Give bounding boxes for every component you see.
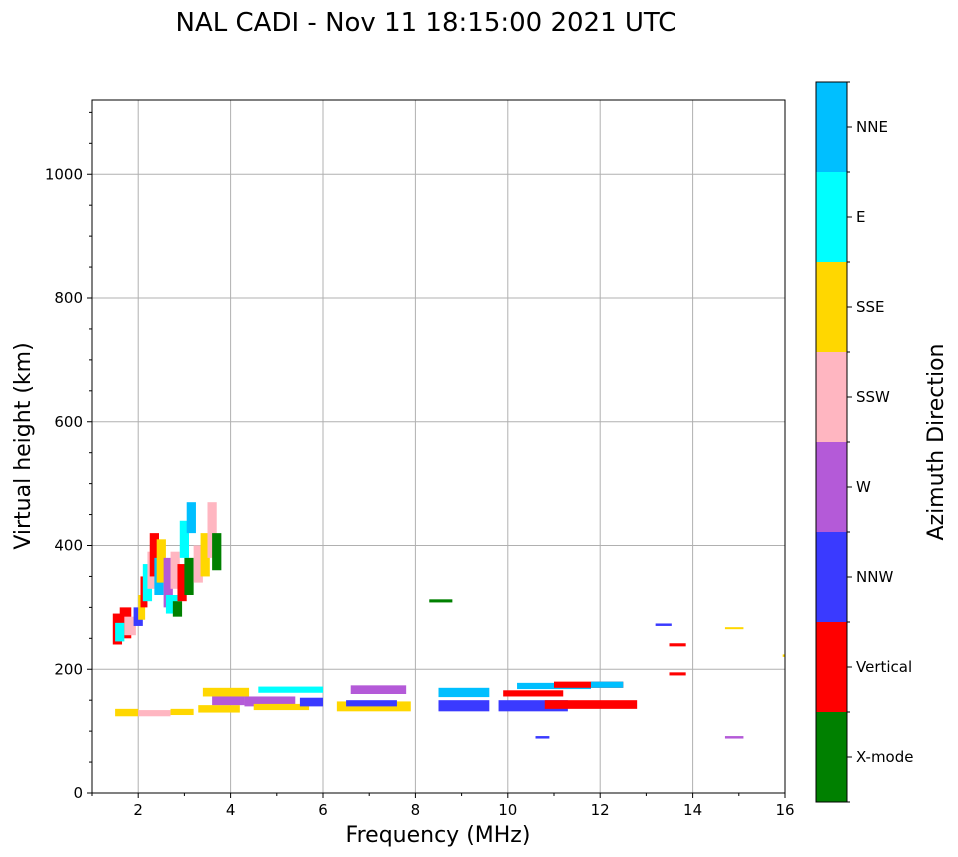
echo-mark bbox=[503, 690, 564, 697]
echo-mark bbox=[200, 533, 210, 577]
y-axis-label: Virtual height (km) bbox=[11, 342, 36, 549]
y-tick-label: 800 bbox=[54, 289, 83, 307]
echo-mark bbox=[258, 686, 323, 693]
y-tick-label: 600 bbox=[54, 413, 83, 431]
x-tick-label: 6 bbox=[318, 801, 328, 819]
echo-mark bbox=[172, 601, 183, 617]
echo-mark bbox=[115, 622, 125, 642]
echo-mark bbox=[429, 599, 453, 603]
echo-mark bbox=[498, 700, 568, 712]
colorbar-swatch bbox=[816, 712, 847, 802]
x-tick-label: 14 bbox=[683, 801, 702, 819]
colorbar-swatch bbox=[816, 622, 847, 712]
echo-mark bbox=[138, 710, 171, 717]
colorbar-tick-label: E bbox=[856, 208, 865, 226]
x-axis-label: Frequency (MHz) bbox=[346, 823, 531, 848]
echo-mark bbox=[156, 539, 166, 583]
colorbar-tick-label: Vertical bbox=[856, 658, 912, 676]
echo-mark bbox=[724, 736, 744, 739]
x-tick-label: 16 bbox=[775, 801, 794, 819]
y-axis: 0 200 400 600 800 1000 bbox=[45, 111, 92, 802]
echo-mark bbox=[724, 627, 744, 630]
x-tick-label: 10 bbox=[498, 801, 517, 819]
colorbar-tick-label: SSE bbox=[856, 298, 885, 316]
echo-mark bbox=[535, 736, 550, 739]
colorbar-swatch bbox=[816, 352, 847, 442]
echo-mark bbox=[554, 681, 624, 688]
echo-mark bbox=[669, 672, 686, 676]
echo-mark bbox=[165, 595, 178, 614]
echo-mark bbox=[184, 557, 194, 595]
y-tick-label: 400 bbox=[54, 537, 83, 555]
colorbar-swatch bbox=[816, 172, 847, 262]
echo-mark bbox=[350, 685, 407, 694]
echo-mark bbox=[212, 696, 245, 706]
echo-mark bbox=[438, 700, 490, 712]
echo-mark bbox=[198, 705, 240, 713]
plot-frame bbox=[91, 99, 786, 794]
echo-mark bbox=[202, 687, 250, 697]
echo-mark bbox=[170, 551, 180, 589]
echo-mark bbox=[299, 697, 323, 707]
echo-mark bbox=[170, 708, 194, 716]
echo-mark bbox=[655, 623, 672, 626]
y-tick-label: 0 bbox=[73, 784, 83, 802]
colorbar-frame bbox=[815, 81, 848, 803]
echo-mark bbox=[193, 545, 203, 583]
colorbar-swatch bbox=[816, 262, 847, 352]
echo-mark bbox=[177, 564, 187, 602]
colorbar-swatch bbox=[816, 532, 847, 622]
echo-mark bbox=[149, 533, 159, 577]
colorbar-tick-label: NNE bbox=[856, 118, 888, 136]
colorbar-swatch bbox=[816, 442, 847, 532]
colorbar-tick-label: SSW bbox=[856, 388, 890, 406]
chart-title: NAL CADI - Nov 11 18:15:00 2021 UTC bbox=[176, 8, 677, 38]
echo-mark bbox=[179, 520, 190, 558]
echo-marks bbox=[112, 502, 785, 739]
echo-mark bbox=[124, 616, 136, 636]
colorbar-tick-label: NNW bbox=[856, 568, 893, 586]
echo-mark bbox=[207, 502, 217, 558]
x-tick-label: 2 bbox=[133, 801, 143, 819]
x-tick-label: 12 bbox=[591, 801, 610, 819]
echo-mark bbox=[186, 502, 196, 534]
echo-mark bbox=[782, 654, 785, 657]
echo-mark bbox=[438, 687, 490, 698]
echo-mark bbox=[163, 557, 173, 608]
echo-mark bbox=[212, 533, 222, 571]
x-tick-label: 8 bbox=[411, 801, 421, 819]
echo-mark bbox=[544, 700, 638, 709]
echo-mark bbox=[590, 681, 624, 688]
x-tick-label: 4 bbox=[226, 801, 236, 819]
y-tick-label: 200 bbox=[54, 660, 83, 678]
colorbar: X-mode Vertical NNW W SSW SSE E NNE bbox=[815, 81, 913, 803]
colorbar-swatch bbox=[816, 82, 847, 172]
echo-mark bbox=[346, 700, 397, 707]
x-axis: 2 4 6 8 10 12 14 16 bbox=[91, 793, 795, 819]
echo-mark bbox=[253, 703, 310, 711]
echo-mark bbox=[115, 708, 139, 717]
echo-mark bbox=[244, 696, 296, 707]
colorbar-tick-label: W bbox=[856, 478, 871, 496]
echo-mark bbox=[669, 643, 686, 647]
colorbar-tick-label: X-mode bbox=[856, 748, 913, 766]
y-tick-label: 1000 bbox=[45, 165, 83, 183]
colorbar-label: Azimuth Direction bbox=[924, 343, 949, 540]
